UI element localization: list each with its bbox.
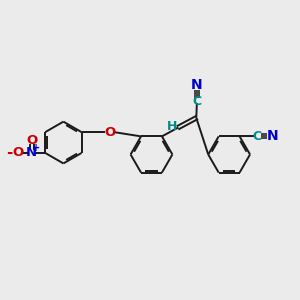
Text: O: O <box>104 126 115 139</box>
Text: O: O <box>12 146 23 160</box>
Text: -: - <box>6 145 13 160</box>
Text: N: N <box>191 78 203 92</box>
Text: C: C <box>253 130 262 143</box>
Text: N: N <box>26 146 37 159</box>
Text: H: H <box>167 120 177 133</box>
Text: +: + <box>32 142 40 153</box>
Text: O: O <box>26 134 38 147</box>
Text: C: C <box>192 95 201 108</box>
Text: N: N <box>266 129 278 143</box>
